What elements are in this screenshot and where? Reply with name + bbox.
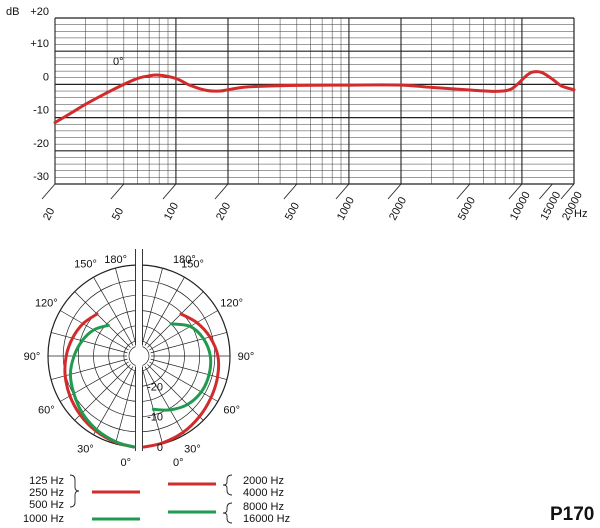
angle-label: 90° bbox=[238, 351, 255, 363]
polar-spoke bbox=[93, 277, 134, 346]
polar-labels: 0° 0°30° 30°60° 60°90° 90°120° 120°150° 150°18… bbox=[24, 254, 255, 469]
angle-label: 60° bbox=[223, 405, 240, 417]
legend-label: 250 Hz bbox=[29, 487, 64, 499]
frequency-grid bbox=[54, 17, 575, 185]
ring-label: -10 bbox=[147, 412, 163, 424]
curve-angle-annotation: 0° bbox=[113, 56, 124, 68]
x-tick-label: 500 bbox=[283, 201, 302, 223]
x-tick-mark bbox=[162, 183, 177, 200]
x-tick-label: 10000 bbox=[508, 190, 533, 223]
polar-spoke bbox=[144, 277, 185, 346]
x-tick-mark bbox=[214, 183, 229, 200]
x-tick-mark bbox=[283, 183, 298, 200]
angle-label: 150° bbox=[181, 258, 204, 270]
angle-label: 180° bbox=[173, 254, 196, 266]
y-tick-label: -20 bbox=[33, 138, 49, 150]
x-tick-label: 2000 bbox=[387, 195, 409, 222]
frequency-axis: 20 50 100 200 500 1000 2000 5000 10000 1500020000… bbox=[30, 6, 585, 222]
y-tick-label: +10 bbox=[30, 38, 49, 50]
frequency-series-line bbox=[53, 70, 576, 125]
polar-grid bbox=[47, 249, 231, 451]
polar-curves bbox=[63, 312, 221, 449]
polar-spoke bbox=[149, 310, 218, 351]
polar-spoke bbox=[60, 361, 129, 402]
angle-label: 60° bbox=[38, 405, 55, 417]
legend-label: 1000 Hz bbox=[23, 513, 64, 525]
polar-spoke bbox=[147, 364, 204, 421]
legend-label: 16000 Hz bbox=[243, 513, 290, 525]
polar-spoke bbox=[141, 367, 163, 444]
frequency-x-axis-label: Hz bbox=[574, 208, 587, 220]
x-tick-mark bbox=[110, 183, 125, 200]
y-tick-label: +20 bbox=[30, 6, 49, 18]
angle-label: 0° bbox=[120, 457, 131, 469]
polar-spoke bbox=[115, 268, 137, 345]
angle-label: 180° bbox=[104, 254, 127, 266]
angle-label: 120° bbox=[220, 298, 243, 310]
y-tick-label: 0 bbox=[43, 71, 49, 83]
legend-label: 2000 Hz bbox=[243, 475, 284, 487]
polar-spoke bbox=[150, 332, 227, 354]
polar-spoke bbox=[141, 268, 163, 345]
polar-spoke bbox=[150, 358, 227, 380]
legend-brace bbox=[222, 502, 233, 524]
x-tick-mark bbox=[387, 183, 402, 200]
polar-spoke bbox=[74, 291, 131, 348]
y-tick-label: -10 bbox=[33, 105, 49, 117]
polar-series-line bbox=[142, 312, 221, 449]
polar-series-line bbox=[68, 323, 136, 449]
x-tick-label: 20 bbox=[41, 206, 57, 222]
polar-spoke bbox=[144, 366, 185, 435]
legend-label: 4000 Hz bbox=[243, 487, 284, 499]
x-tick-mark bbox=[41, 183, 56, 200]
x-tick-mark bbox=[508, 183, 523, 200]
polar-spoke bbox=[147, 291, 204, 348]
x-tick-mark bbox=[456, 183, 471, 200]
angle-label: 0° bbox=[173, 457, 184, 469]
polar-center-gap bbox=[135, 345, 143, 367]
x-tick-label: 5000 bbox=[456, 195, 478, 222]
x-tick-label: 1000 bbox=[335, 195, 357, 222]
legend-label: 500 Hz bbox=[29, 499, 64, 511]
ring-label: 0 bbox=[157, 442, 163, 454]
angle-label: 30° bbox=[184, 444, 201, 456]
x-tick-mark bbox=[335, 183, 350, 200]
x-tick-label: 50 bbox=[110, 206, 126, 222]
angle-label: 150° bbox=[74, 258, 97, 270]
angle-label: 120° bbox=[35, 298, 58, 310]
legend-label: 8000 Hz bbox=[243, 501, 284, 513]
x-tick-mark bbox=[560, 183, 575, 200]
polar-spoke bbox=[115, 367, 137, 444]
polar-spoke bbox=[149, 361, 218, 402]
angle-label: 90° bbox=[24, 351, 41, 363]
polar-series-line bbox=[151, 322, 213, 412]
legend-brace bbox=[69, 474, 80, 508]
x-tick-label: 200 bbox=[214, 201, 233, 223]
legend-brace bbox=[222, 474, 233, 496]
x-tick-label: 100 bbox=[162, 201, 181, 223]
y-tick-label: -30 bbox=[33, 171, 49, 183]
x-tick-mark bbox=[539, 183, 553, 200]
polar-spoke bbox=[74, 364, 131, 421]
angle-label: 30° bbox=[77, 444, 94, 456]
polar-spoke bbox=[93, 366, 134, 435]
frequency-response-curve bbox=[53, 70, 576, 125]
ring-label: -20 bbox=[147, 381, 163, 393]
legend-label: 125 Hz bbox=[29, 475, 64, 487]
model-name: P170 bbox=[550, 504, 594, 525]
polar-spoke bbox=[51, 332, 128, 354]
frequency-y-axis-label: dB bbox=[6, 6, 19, 18]
